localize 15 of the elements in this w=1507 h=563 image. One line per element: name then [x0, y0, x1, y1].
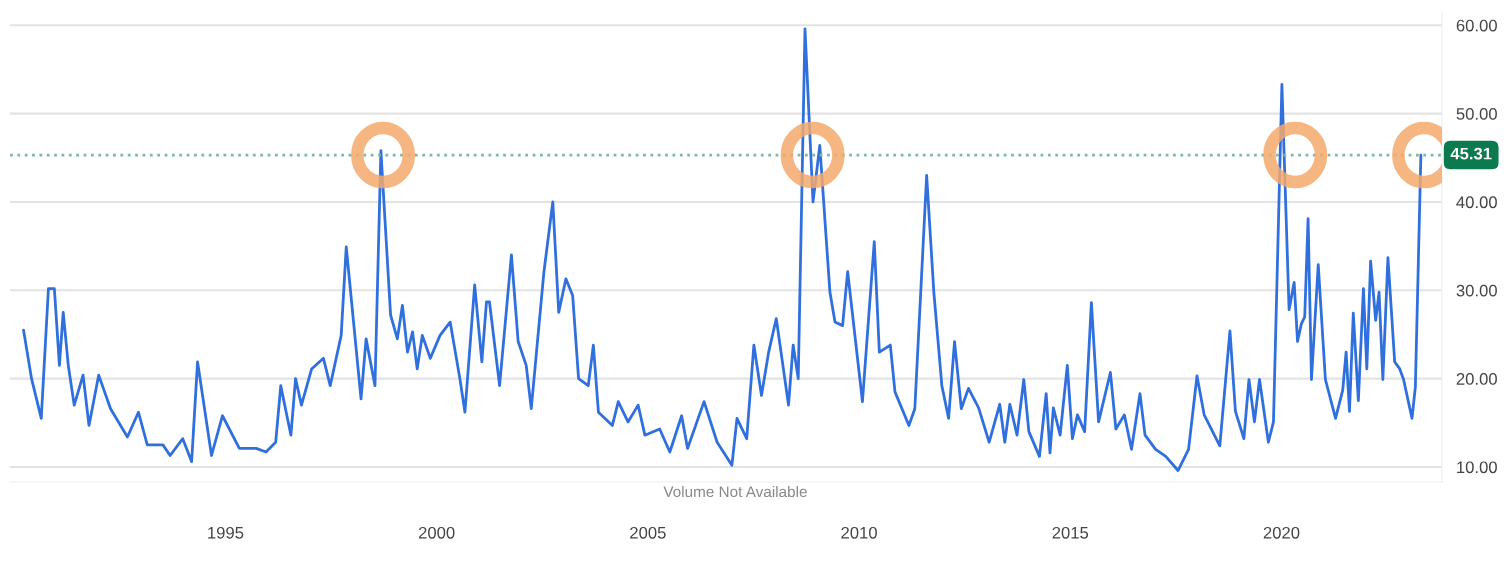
x-tick-label: 2020	[1263, 526, 1300, 539]
x-tick-label: 2005	[630, 526, 666, 539]
y-tick-label: 50.00	[1456, 108, 1497, 120]
ref-line-label: 45.31	[1450, 147, 1492, 160]
line-series	[22, 27, 1423, 472]
x-tick-label: 1995	[208, 526, 244, 539]
y-tick-label: 10.00	[1457, 461, 1497, 474]
y-tick-label: 60.00	[1456, 19, 1497, 32]
x-tick-label: 2015	[1052, 526, 1089, 539]
x-tick-label: 2010	[841, 526, 877, 539]
y-tick-label: 40.00	[1456, 196, 1497, 209]
text: Volume Not Available	[663, 485, 807, 498]
y-tick-label: 20.00	[1456, 373, 1497, 385]
y-tick-label: 30.00	[1456, 284, 1497, 297]
x-tick-label: 2000	[418, 526, 455, 539]
